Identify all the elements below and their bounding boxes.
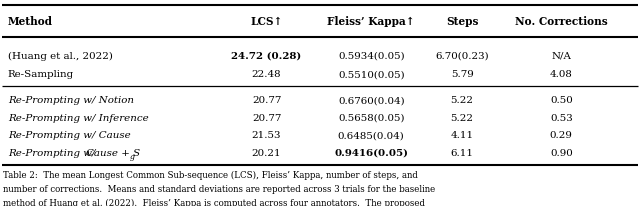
Text: 0.50: 0.50 xyxy=(550,96,573,105)
Text: 20.77: 20.77 xyxy=(252,114,281,123)
Text: Re-Prompting w/: Re-Prompting w/ xyxy=(8,149,99,158)
Text: N/A: N/A xyxy=(551,52,572,61)
Text: Re-Prompting w/ Notion: Re-Prompting w/ Notion xyxy=(8,96,134,105)
Text: 0.9416(0.05): 0.9416(0.05) xyxy=(334,149,408,158)
Text: 21.53: 21.53 xyxy=(252,131,282,140)
Text: 5.79: 5.79 xyxy=(451,70,474,79)
Text: No. Corrections: No. Corrections xyxy=(515,16,607,27)
Text: Steps: Steps xyxy=(446,16,478,27)
Text: 0.29: 0.29 xyxy=(550,131,573,140)
Text: 5.22: 5.22 xyxy=(451,96,474,105)
Text: 0.53: 0.53 xyxy=(550,114,573,123)
Text: 22.48: 22.48 xyxy=(252,70,282,79)
Text: 0.5510(0.05): 0.5510(0.05) xyxy=(338,70,404,79)
Text: 6.70(0.23): 6.70(0.23) xyxy=(435,52,489,61)
Text: 0.90: 0.90 xyxy=(550,149,573,158)
Text: 5.22: 5.22 xyxy=(451,114,474,123)
Text: 6.11: 6.11 xyxy=(451,149,474,158)
Text: 20.77: 20.77 xyxy=(252,96,281,105)
Text: Fleiss’ Kappa↑: Fleiss’ Kappa↑ xyxy=(328,16,415,27)
Text: method of Huang et al. (2022).  Fleiss’ Kappa is computed across four annotators: method of Huang et al. (2022). Fleiss’ K… xyxy=(3,199,424,206)
Text: 0.6760(0.04): 0.6760(0.04) xyxy=(338,96,404,105)
Text: 0.6485(0.04): 0.6485(0.04) xyxy=(338,131,404,140)
Text: (Huang et al., 2022): (Huang et al., 2022) xyxy=(8,52,113,61)
Text: number of corrections.  Means and standard deviations are reported across 3 tria: number of corrections. Means and standar… xyxy=(3,185,435,194)
Text: 0.5658(0.05): 0.5658(0.05) xyxy=(338,114,404,123)
Text: LCS↑: LCS↑ xyxy=(250,16,283,27)
Text: 20.21: 20.21 xyxy=(252,149,282,158)
Text: Table 2:  The mean Longest Common Sub-sequence (LCS), Fleiss’ Kappa, number of s: Table 2: The mean Longest Common Sub-seq… xyxy=(3,171,417,180)
Text: Re-Prompting w/ Cause: Re-Prompting w/ Cause xyxy=(8,131,131,140)
Text: g: g xyxy=(130,153,135,161)
Text: 0.5934(0.05): 0.5934(0.05) xyxy=(338,52,404,61)
Text: Re-Prompting w/ Inference: Re-Prompting w/ Inference xyxy=(8,114,148,123)
Text: 4.11: 4.11 xyxy=(451,131,474,140)
Text: 4.08: 4.08 xyxy=(550,70,573,79)
Text: Method: Method xyxy=(8,16,52,27)
Text: Cause + S: Cause + S xyxy=(86,149,140,158)
Text: 24.72 (0.28): 24.72 (0.28) xyxy=(232,52,301,61)
Text: Re-Sampling: Re-Sampling xyxy=(8,70,74,79)
